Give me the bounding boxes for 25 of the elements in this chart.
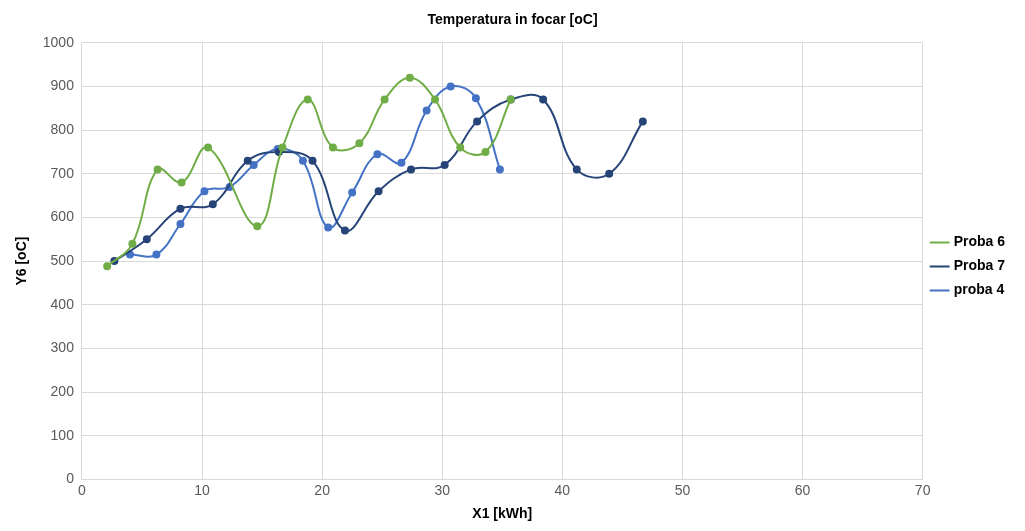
- x-tick-label: 40: [554, 481, 571, 498]
- x-tick-label: 60: [794, 481, 811, 498]
- legend-label: Proba 7: [953, 257, 1006, 274]
- x-tick-label: 70: [914, 481, 931, 498]
- y-tick-label: 0: [66, 470, 75, 487]
- y-tick-label: 600: [50, 208, 75, 225]
- chart-title: Temperatura in focar [oC]: [427, 11, 598, 28]
- x-axis-title: X1 [kWh]: [472, 505, 533, 522]
- legend-label: proba 4: [953, 281, 1005, 298]
- y-tick-label: 500: [50, 251, 75, 268]
- x-tick-label: 30: [434, 481, 451, 498]
- x-tick-label: 50: [674, 481, 691, 498]
- y-axis-title: Y6 [oC]: [13, 236, 30, 286]
- y-tick-label: 300: [50, 339, 75, 356]
- y-tick-label: 400: [50, 295, 75, 312]
- y-tick-label: 900: [50, 77, 75, 94]
- y-tick-label: 700: [50, 164, 75, 181]
- y-tick-label: 1000: [42, 33, 75, 50]
- x-tick-label: 20: [314, 481, 331, 498]
- y-tick-label: 100: [50, 426, 75, 443]
- y-tick-label: 800: [50, 120, 75, 137]
- x-tick-label: 0: [78, 481, 87, 498]
- legend-label: Proba 6: [953, 233, 1006, 250]
- y-tick-label: 200: [50, 382, 75, 399]
- x-tick-label: 10: [194, 481, 211, 498]
